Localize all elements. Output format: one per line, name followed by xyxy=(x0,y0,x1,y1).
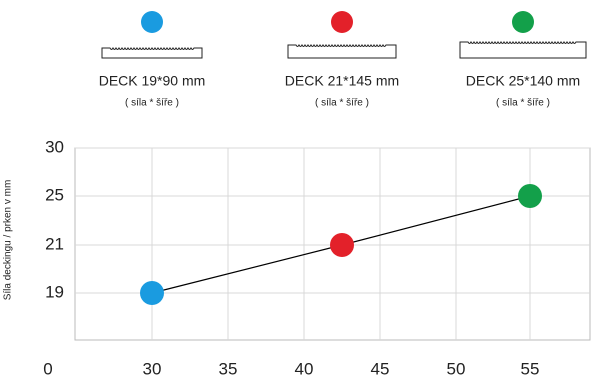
x-tick-label: 40 xyxy=(295,359,314,378)
x-tick-label: 55 xyxy=(521,359,540,378)
x-tick-label: 35 xyxy=(219,359,238,378)
y-tick-label: 21 xyxy=(45,234,64,253)
data-point xyxy=(330,233,354,257)
y-tick-label: 30 xyxy=(45,137,64,156)
x-tick-label: 0 xyxy=(43,359,52,378)
legend-dot xyxy=(512,11,534,33)
deck-icon xyxy=(459,40,587,59)
x-tick-label: 50 xyxy=(447,359,466,378)
legend-note: ( síla * šíře ) xyxy=(496,98,550,109)
deck-icon xyxy=(101,46,203,59)
data-point xyxy=(518,184,542,208)
legend-label: DECK 21*145 mm xyxy=(285,73,399,89)
legend-dot xyxy=(331,11,353,33)
legend-note: ( síla * šíře ) xyxy=(315,98,369,109)
legend-label: DECK 19*90 mm xyxy=(99,73,206,89)
deck-icon xyxy=(287,43,397,59)
y-tick-label: 25 xyxy=(45,185,64,204)
legend-dot xyxy=(141,11,163,33)
data-point xyxy=(140,281,164,305)
x-tick-label: 30 xyxy=(143,359,162,378)
y-tick-label: 19 xyxy=(45,282,64,301)
legend-label: DECK 25*140 mm xyxy=(466,73,580,89)
y-axis-label: Síla deckingu / prken v mm xyxy=(3,180,14,301)
legend-note: ( síla * šíře ) xyxy=(125,98,179,109)
x-tick-label: 45 xyxy=(371,359,390,378)
